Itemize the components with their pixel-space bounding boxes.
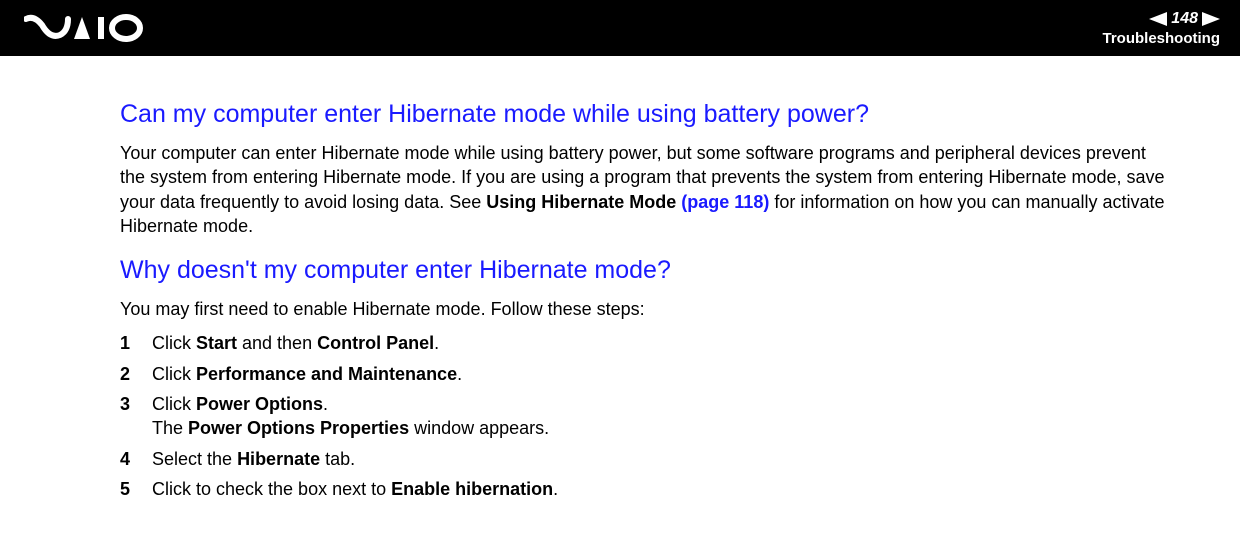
page-nav: 148	[1149, 10, 1220, 28]
question-2-intro: You may first need to enable Hibernate m…	[120, 297, 1170, 321]
header-right: 148 Troubleshooting	[1103, 10, 1221, 47]
question-1-body: Your computer can enter Hibernate mode w…	[120, 141, 1170, 238]
step-3-text-a: Click	[152, 394, 196, 414]
step-5-text-c: .	[553, 479, 558, 499]
step-3-text-c: .	[323, 394, 328, 414]
vaio-logo-svg	[24, 13, 154, 43]
step-3-sub-bold: Power Options Properties	[188, 418, 409, 438]
q1-ref-bold: Using Hibernate Mode	[486, 192, 681, 212]
step-4-text-c: tab.	[320, 449, 355, 469]
vaio-logo	[24, 13, 154, 43]
step-1-bold-cp: Control Panel	[317, 333, 434, 353]
steps-list: Click Start and then Control Panel. Clic…	[120, 331, 1170, 501]
step-1: Click Start and then Control Panel.	[120, 331, 1170, 355]
step-2-text-c: .	[457, 364, 462, 384]
step-1-text-c: and then	[237, 333, 317, 353]
step-5-text-a: Click to check the box next to	[152, 479, 391, 499]
question-1-title: Can my computer enter Hibernate mode whi…	[120, 100, 1170, 129]
step-2: Click Performance and Maintenance.	[120, 362, 1170, 386]
prev-page-arrow-icon[interactable]	[1149, 12, 1167, 26]
step-1-bold-start: Start	[196, 333, 237, 353]
step-3: Click Power Options. The Power Options P…	[120, 392, 1170, 441]
question-2-title: Why doesn't my computer enter Hibernate …	[120, 256, 1170, 285]
step-3-sub-a: The	[152, 418, 188, 438]
page-header: 148 Troubleshooting	[0, 0, 1240, 56]
page-118-link[interactable]: (page 118)	[681, 192, 769, 212]
step-3-bold: Power Options	[196, 394, 323, 414]
step-2-text-a: Click	[152, 364, 196, 384]
step-3-sub: The Power Options Properties window appe…	[152, 416, 1170, 440]
step-3-sub-c: window appears.	[409, 418, 549, 438]
page-number: 148	[1171, 10, 1198, 28]
step-4: Select the Hibernate tab.	[120, 447, 1170, 471]
step-1-text-a: Click	[152, 333, 196, 353]
step-5-bold: Enable hibernation	[391, 479, 553, 499]
section-label: Troubleshooting	[1103, 30, 1221, 47]
step-1-text-e: .	[434, 333, 439, 353]
step-5: Click to check the box next to Enable hi…	[120, 477, 1170, 501]
step-4-bold: Hibernate	[237, 449, 320, 469]
step-2-bold: Performance and Maintenance	[196, 364, 457, 384]
next-page-arrow-icon[interactable]	[1202, 12, 1220, 26]
page-content: Can my computer enter Hibernate mode whi…	[0, 56, 1240, 501]
step-4-text-a: Select the	[152, 449, 237, 469]
